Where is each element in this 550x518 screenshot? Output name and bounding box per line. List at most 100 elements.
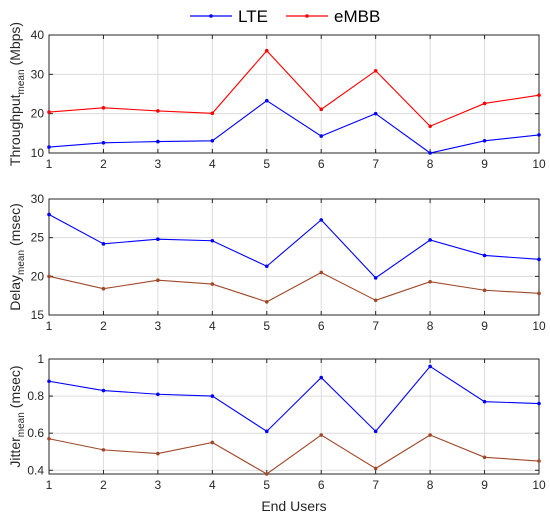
legend-embb-label: eMBB <box>334 7 380 26</box>
delay-x-tick-label: 3 <box>155 319 162 333</box>
jitter-series-lte-point <box>47 379 51 384</box>
delay-y-label-unit: (msec) <box>7 203 23 246</box>
jitter-series-embb-point <box>47 436 51 441</box>
legend-lte-label: LTE <box>238 7 268 26</box>
delay-series-lte-point <box>373 276 378 280</box>
delay-y-tick-label: 20 <box>31 269 45 283</box>
jitter-series-embb-point <box>428 433 432 437</box>
delay-x-tick-label: 4 <box>209 319 216 333</box>
jitter-series-lte-point <box>373 429 378 434</box>
throughput-y-tick-label: 20 <box>31 107 45 121</box>
throughput-series-embb-point <box>482 101 487 106</box>
jitter-x-tick-label: 4 <box>209 478 216 492</box>
legend-lte-marker <box>209 14 213 18</box>
jitter-y-tick-label: 0.4 <box>27 463 44 477</box>
throughput-series-embb-point <box>156 109 160 113</box>
throughput-series-embb-point <box>319 107 324 112</box>
throughput-x-tick-label: 2 <box>100 157 107 171</box>
throughput-series-embb-point <box>47 110 51 114</box>
delay-series-embb-point <box>537 291 541 296</box>
throughput-series-lte-line <box>48 100 540 154</box>
jitter-series-lte-point <box>428 364 432 369</box>
throughput-x-tick-label: 8 <box>427 157 434 171</box>
delay-series-embb-line <box>48 271 540 303</box>
delay-y-tick-label: 15 <box>31 308 45 322</box>
jitter-y-tick-label: 0.6 <box>27 426 44 440</box>
delay-x-tick-label: 5 <box>263 319 270 333</box>
jitter-series-embb-point <box>319 433 324 437</box>
jitter-y-tick-label: 0.8 <box>27 389 44 403</box>
delay-series-embb-point <box>319 270 324 275</box>
delay-y-label-main: Delay <box>7 275 23 311</box>
throughput-series-lte-point <box>210 139 215 143</box>
jitter-series-lte-point <box>537 401 541 406</box>
throughput-y-axis-label: Throughputmean (Mbps) <box>7 22 27 166</box>
throughput-series-lte-point <box>319 134 324 138</box>
jitter-y-axis-label: Jittermean (msec) <box>7 365 27 467</box>
jitter-series-lte-point <box>482 399 487 404</box>
throughput-series-embb-line <box>48 49 540 127</box>
delay-series-embb-point <box>101 286 106 291</box>
delay-x-tick-label: 8 <box>427 319 434 333</box>
throughput-series-embb-point <box>210 111 215 116</box>
jitter-x-tick-label: 8 <box>427 478 434 492</box>
throughput-panel: 1 2 3 4 5 6 7 8 9 10 10 20 30 40 Throughputmean (Mbps) <box>7 22 546 171</box>
throughput-x-tick-label: 4 <box>209 157 216 171</box>
x-axis-label: End Users <box>261 498 326 514</box>
delay-series-lte-point <box>156 237 160 242</box>
legend-embb-marker <box>305 14 309 18</box>
delay-series-lte-point <box>210 238 215 243</box>
throughput-y-tick-label: 40 <box>31 28 45 42</box>
jitter-series-lte-point <box>210 394 215 398</box>
jitter-y-label-sub: mean <box>16 412 27 437</box>
delay-series-lte-point <box>537 257 541 262</box>
throughput-x-tick-label: 3 <box>155 157 162 171</box>
jitter-series-embb-line <box>48 434 540 475</box>
throughput-y-label-main: Throughput <box>7 94 23 166</box>
jitter-series-embb-point <box>156 451 160 456</box>
delay-series-embb-point <box>373 298 378 303</box>
delay-series-embb-point <box>210 282 215 286</box>
delay-series-embb-point <box>264 300 269 304</box>
jitter-x-tick-label: 9 <box>481 478 488 492</box>
throughput-y-tick-label: 30 <box>31 67 45 81</box>
throughput-axes-box <box>48 34 540 154</box>
throughput-series-lte-point <box>373 111 378 116</box>
jitter-series-embb-point <box>373 466 378 471</box>
delay-series-embb-point <box>482 288 487 293</box>
throughput-series-lte-point <box>428 151 432 155</box>
delay-series-embb-point <box>47 274 51 279</box>
jitter-x-tick-label: 3 <box>155 478 162 492</box>
jitter-y-label-unit: (msec) <box>7 365 23 408</box>
jitter-series-embb-point <box>210 440 215 445</box>
throughput-x-tick-label: 9 <box>481 157 488 171</box>
jitter-series-lte-point <box>319 375 324 380</box>
jitter-series-embb-point <box>264 472 269 476</box>
delay-y-label-sub: mean <box>16 250 27 275</box>
throughput-x-tick-label: 7 <box>372 157 379 171</box>
delay-x-tick-label: 10 <box>532 319 546 333</box>
throughput-y-label-sub: mean <box>16 69 27 94</box>
delay-y-axis-label: Delaymean (msec) <box>7 203 27 311</box>
delay-x-tick-label: 2 <box>100 319 107 333</box>
jitter-x-tick-label: 5 <box>263 478 270 492</box>
throughput-x-tick-label: 6 <box>318 157 325 171</box>
delay-x-tick-label: 7 <box>372 319 379 333</box>
delay-series-lte-point <box>101 242 106 246</box>
jitter-y-tick-label: 1 <box>37 352 44 366</box>
legend: LTE eMBB <box>190 7 380 26</box>
delay-axes-box <box>48 198 540 316</box>
delay-y-tick-label: 25 <box>31 231 45 245</box>
jitter-series-lte-point <box>264 429 269 434</box>
throughput-series-lte-point <box>47 145 51 149</box>
delay-series-lte-point <box>319 218 324 222</box>
jitter-series-lte-point <box>101 388 106 393</box>
throughput-series-embb-point <box>373 68 378 73</box>
throughput-series-lte-point <box>537 133 541 137</box>
jitter-series-lte-line <box>48 365 540 433</box>
throughput-series-embb-point <box>537 93 541 97</box>
throughput-series-lte-point <box>101 140 106 145</box>
throughput-x-tick-label: 5 <box>263 157 270 171</box>
delay-series-embb-point <box>156 278 160 283</box>
